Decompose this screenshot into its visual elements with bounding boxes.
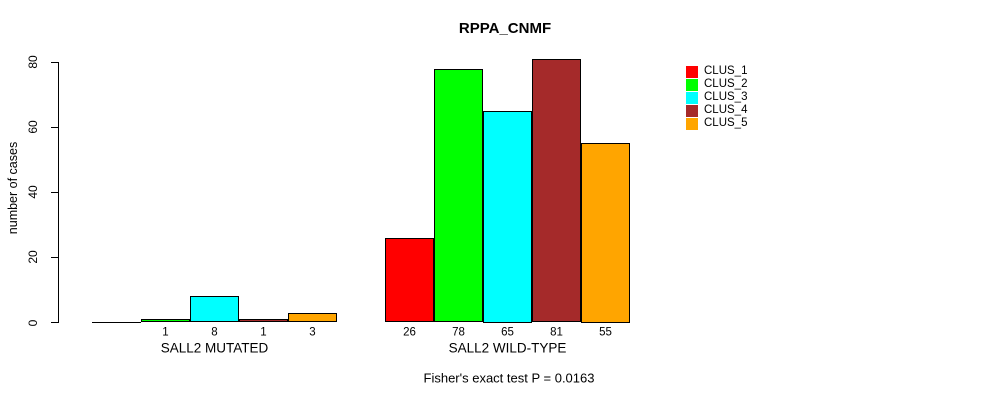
fisher-test-annotation: Fisher's exact test P = 0.0163 (423, 370, 595, 386)
y-axis-tick (51, 61, 58, 63)
bar-value-label-clus-4-sall2-mutated: 1 (260, 325, 267, 338)
bar-clus-2-sall2-mutated (141, 319, 190, 323)
legend-swatch-clus-1 (686, 65, 698, 78)
legend-swatch-clus-5 (686, 117, 698, 130)
legend-item-clus-1: CLUS_1 (686, 65, 747, 78)
legend-swatch-clus-2 (686, 78, 698, 91)
bar-clus-4-sall2-wild-type (532, 58, 581, 323)
bar-value-label-clus-5-sall2-wild-type: 55 (599, 325, 612, 338)
bar-clus-2-sall2-wild-type (434, 68, 483, 323)
legend-label-clus-4: CLUS_4 (704, 104, 748, 116)
bar-clus-3-sall2-mutated (190, 296, 239, 323)
legend-swatch-clus-3 (686, 91, 698, 104)
bar-value-label-clus-5-sall2-mutated: 3 (309, 325, 316, 338)
y-axis-tick (51, 322, 58, 323)
legend-item-clus-2: CLUS_2 (686, 78, 747, 91)
chart-title: RPPA_CNMF (458, 20, 552, 37)
bar-clus-1-sall2-mutated (92, 321, 141, 323)
y-axis-tick (51, 256, 58, 258)
bar-value-label-clus-3-sall2-mutated: 8 (211, 325, 218, 338)
bar-value-label-clus-3-sall2-wild-type: 65 (501, 325, 514, 338)
legend-swatch-clus-4 (686, 104, 698, 117)
y-axis-tick-label: 20 (26, 250, 40, 265)
bar-value-label-clus-4-sall2-wild-type: 81 (550, 325, 563, 338)
y-axis-tick (51, 126, 58, 128)
legend-item-clus-4: CLUS_4 (686, 104, 747, 117)
group-label-sall2-mutated: SALL2 MUTATED (160, 339, 269, 355)
y-axis-tick-label: 80 (26, 55, 40, 69)
bar-clus-5-sall2-mutated (288, 312, 337, 323)
legend-label-clus-1: CLUS_1 (704, 65, 748, 77)
legend-label-clus-3: CLUS_3 (704, 91, 748, 103)
y-axis-tick-label: 0 (26, 319, 40, 326)
bar-clus-1-sall2-wild-type (385, 237, 434, 323)
legend-item-clus-3: CLUS_3 (686, 91, 747, 104)
y-axis-line (58, 62, 59, 323)
bar-value-label-clus-1-sall2-wild-type: 26 (403, 325, 416, 338)
y-axis-label: number of cases (6, 141, 20, 235)
bar-clus-4-sall2-mutated (239, 319, 288, 323)
bar-clus-3-sall2-wild-type (483, 110, 532, 323)
y-axis-tick-label: 60 (26, 120, 40, 134)
y-axis-tick-label: 40 (26, 185, 40, 199)
legend: CLUS_1 CLUS_2 CLUS_3 CLUS_4 CLUS_5 (686, 65, 747, 130)
group-label-sall2-wild-type: SALL2 WILD-TYPE (448, 339, 567, 355)
bar-clus-5-sall2-wild-type (581, 143, 630, 323)
bar-value-label-clus-2-sall2-wild-type: 78 (452, 325, 465, 338)
legend-label-clus-5: CLUS_5 (704, 117, 748, 129)
legend-label-clus-2: CLUS_2 (704, 78, 748, 90)
bar-value-label-clus-2-sall2-mutated: 1 (162, 325, 169, 338)
legend-item-clus-5: CLUS_5 (686, 117, 747, 130)
y-axis-tick (51, 191, 58, 193)
